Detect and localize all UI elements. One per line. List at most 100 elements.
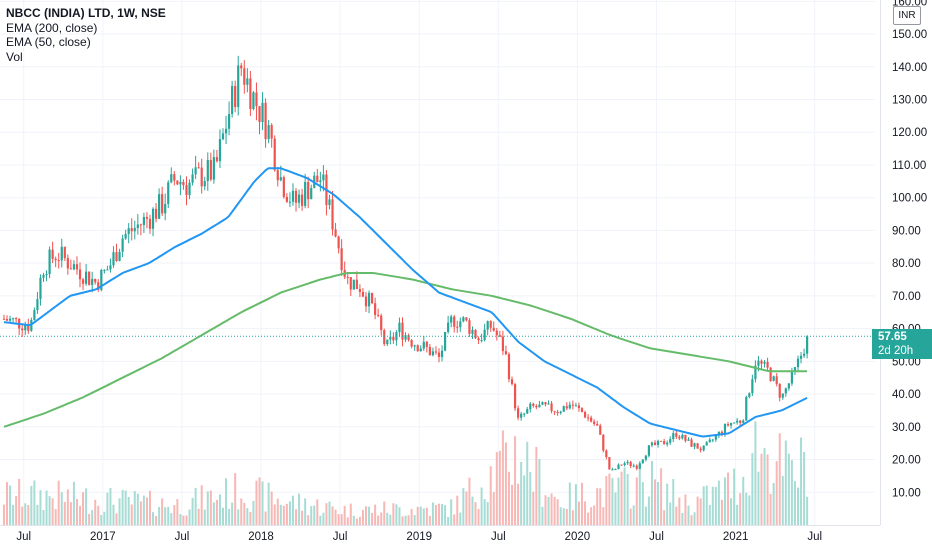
candle-body [328,199,331,206]
candle-body [523,413,526,415]
candle-body [644,455,647,460]
candle-body [215,157,219,162]
candle-body [261,102,264,123]
volume-bar [495,452,498,525]
volume-bar [678,497,681,525]
volume-bar [109,487,112,525]
candle-body [562,406,565,412]
candle-body [793,367,797,371]
volume-bar [748,495,751,525]
candle-body [477,338,480,341]
volume-bar [349,503,352,525]
candle-body [54,258,57,261]
candle-body [185,185,188,196]
volume-bar [717,480,720,525]
candle-body [480,340,483,342]
volume-bar [441,503,444,525]
symbol-title[interactable]: NBCC (INDIA) LTD, 1W, NSE [6,6,166,20]
candle-body [553,411,556,413]
time-tick-label: Jul [491,531,506,543]
volume-bar [544,495,547,525]
candle-body [656,440,660,445]
time-tick-label: Jul [333,531,348,543]
time-tick-label: 2020 [565,531,591,543]
volume-bar [319,515,322,525]
candle-body [580,408,584,412]
volume-bar [574,484,577,525]
candle-body [659,440,663,442]
candle-body [154,208,158,219]
candle-body [72,264,76,270]
volume-bar [15,495,18,525]
candle-body [130,228,133,232]
volume-bar [514,436,517,525]
volume-bar [355,518,358,525]
candle-body [179,181,182,185]
candle-body [164,203,167,214]
ema200-legend[interactable]: EMA (200, close) [6,20,98,35]
currency-badge[interactable]: INR [893,6,921,25]
volume-bar [438,503,441,525]
candle-body [194,167,197,175]
volume-bar [705,485,708,525]
volume-bar [343,505,346,525]
candle-body [310,187,313,200]
volume-bar [504,442,507,525]
candle-body [775,376,778,384]
volume-legend[interactable]: Vol [6,49,23,64]
volume-bar [742,476,745,525]
volume-bar [185,515,188,525]
candle-body [334,229,337,237]
volume-bar [629,508,632,525]
candle-body [599,425,602,435]
candle-body [191,174,194,183]
volume-bar [654,479,657,525]
candle-body [571,404,574,406]
candle-body [608,457,611,470]
candle-body [118,251,121,262]
volume-bar [517,483,520,525]
volume-bar [267,482,270,525]
candle-body [145,216,149,219]
candle-body [763,361,766,364]
volume-bar [708,504,711,525]
volume-bar [57,480,60,525]
volume-bar [593,505,596,525]
candle-body [240,65,243,69]
volume-bar [386,512,389,525]
volume-bar [288,501,291,525]
price-tick-label: 130.00 [892,95,927,107]
candle-body [112,252,115,266]
volume-bar [711,486,714,525]
volume-bar [596,488,599,525]
candle-body [103,269,106,271]
volume-bar [456,495,459,525]
volume-bar [240,498,243,525]
candle-body [331,199,334,230]
candle-body [176,180,179,185]
candle-body [237,65,240,108]
volume-bar [803,452,806,525]
candle-body [447,322,450,332]
candle-body [602,434,605,451]
price-axis[interactable]: 10.0020.0030.0040.0050.0060.0070.0080.00… [892,0,927,499]
candle-body [370,292,374,304]
candle-body [586,417,590,419]
volume-bar [806,496,809,525]
candle-body [78,269,82,280]
volume-bar [605,476,608,525]
ema50-legend[interactable]: EMA (50, close) [6,35,91,49]
candle-body [483,329,486,341]
candle-body [60,246,63,261]
candle-body [367,292,371,307]
candle-body [21,328,24,331]
candle-body [462,317,465,322]
volume-bar [203,509,206,525]
time-axis[interactable]: Jul 2017 Jul 2018 Jul 2019 Jul 2020 Jul 2021 Jul [16,531,822,543]
candle-body [729,423,733,426]
volume-bar [422,508,425,525]
volume-bar [371,512,374,525]
candle-body [81,279,85,284]
candle-body [349,277,352,290]
